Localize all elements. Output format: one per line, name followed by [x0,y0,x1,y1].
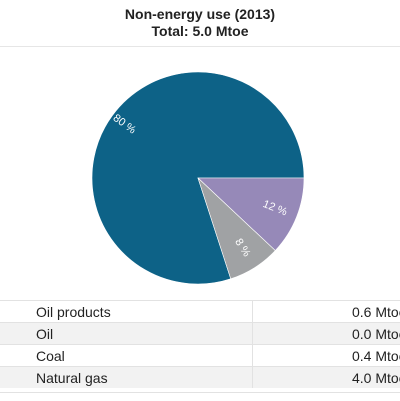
pie-slice [197,177,305,251]
header-divider [0,46,400,47]
legend-row-coal: Coal 0.4 Mtoe [0,344,400,366]
legend-name: Natural gas [36,370,108,386]
legend-cell-divider [252,367,253,388]
legend-value: 4.0 Mtoe [352,370,400,386]
legend-cell-divider [252,301,253,322]
legend-value: 0.4 Mtoe [352,348,400,364]
legend-name: Oil [36,326,54,342]
legend-value: 0.6 Mtoe [352,304,400,320]
legend-cell-divider [252,345,253,366]
chart-header: Non-energy use (2013) Total: 5.0 Mtoe [0,0,400,46]
pie-slice [91,71,305,285]
legend-value: 0.0 Mtoe [352,326,400,342]
pie-chart: 80 %12 %8 % [91,71,305,285]
legend-row-natural-gas: Natural gas 4.0 Mtoe [0,366,400,388]
legend-table: Oil products 0.6 Mtoe Oil 0.0 Mtoe Coal … [0,300,400,388]
bottom-rule [0,392,400,401]
legend-name: Oil products [36,304,111,320]
legend-name: Coal [36,348,65,364]
legend-cell-divider [252,323,253,344]
pie-slice [197,177,276,280]
chart-title: Non-energy use (2013) [124,6,276,22]
legend-row-oil: Oil 0.0 Mtoe [0,322,400,344]
chart-subtitle: Total: 5.0 Mtoe [151,23,249,39]
legend-row-oil-products: Oil products 0.6 Mtoe [0,300,400,322]
